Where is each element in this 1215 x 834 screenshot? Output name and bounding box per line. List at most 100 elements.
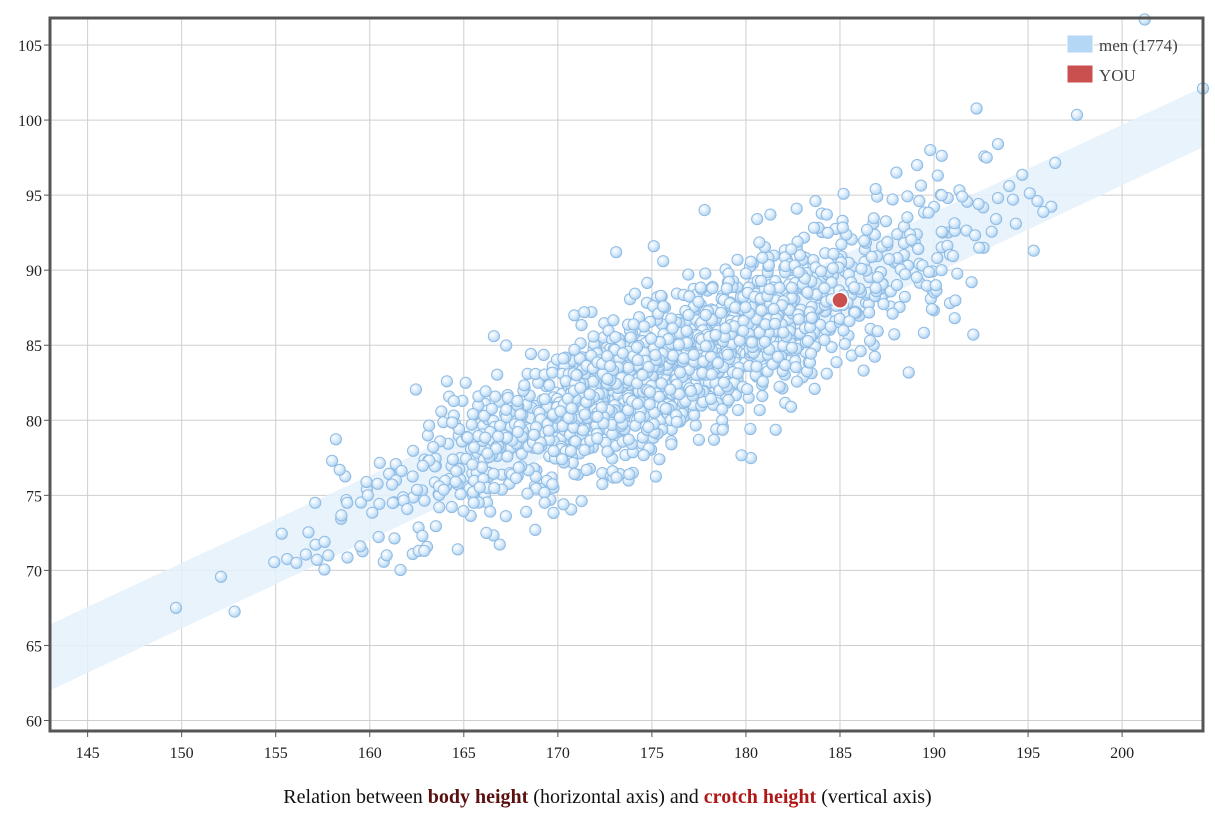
data-point-men[interactable]	[627, 318, 640, 331]
data-point-men[interactable]	[610, 471, 623, 484]
data-point-men[interactable]	[744, 255, 758, 268]
data-point-men[interactable]	[601, 445, 614, 458]
data-point-men[interactable]	[773, 281, 786, 294]
data-point-men[interactable]	[423, 419, 436, 432]
data-point-men[interactable]	[636, 368, 649, 382]
data-point-men[interactable]	[275, 527, 288, 540]
data-point-men[interactable]	[910, 271, 923, 284]
data-point-men[interactable]	[694, 281, 707, 294]
data-point-men[interactable]	[445, 500, 458, 514]
data-point-men[interactable]	[524, 347, 538, 361]
data-point-men[interactable]	[855, 262, 868, 275]
data-point-men[interactable]	[433, 501, 446, 514]
data-point-men[interactable]	[877, 298, 890, 311]
data-point-men[interactable]	[949, 294, 962, 307]
data-point-men[interactable]	[680, 324, 693, 338]
data-point-men[interactable]	[804, 347, 818, 360]
data-point-men[interactable]	[509, 472, 523, 485]
data-point-men[interactable]	[388, 532, 401, 545]
data-point-men[interactable]	[912, 242, 925, 256]
data-point-men[interactable]	[454, 488, 467, 501]
data-point-men[interactable]	[1006, 193, 1020, 206]
data-point-men[interactable]	[500, 403, 513, 416]
data-point-men[interactable]	[716, 403, 729, 416]
data-point-men[interactable]	[722, 394, 735, 407]
data-point-men[interactable]	[731, 253, 744, 266]
data-point-men[interactable]	[808, 382, 821, 395]
data-point-men[interactable]	[711, 357, 725, 370]
data-point-men[interactable]	[790, 202, 803, 215]
data-point-men[interactable]	[931, 252, 944, 265]
data-point-men[interactable]	[302, 526, 315, 539]
data-point-men[interactable]	[922, 265, 936, 279]
data-point-men[interactable]	[785, 243, 798, 256]
data-point-men[interactable]	[373, 497, 386, 510]
data-point-men[interactable]	[654, 289, 668, 302]
data-point-men[interactable]	[500, 339, 513, 352]
data-point-men[interactable]	[481, 447, 494, 460]
data-point-men[interactable]	[682, 308, 695, 322]
data-point-men[interactable]	[532, 442, 545, 455]
data-point-men[interactable]	[380, 549, 393, 562]
data-point-men[interactable]	[753, 236, 766, 249]
data-point-men[interactable]	[838, 337, 852, 351]
data-point-men[interactable]	[538, 393, 551, 406]
data-point-men[interactable]	[890, 278, 904, 292]
data-point-men[interactable]	[837, 324, 850, 337]
data-point-men[interactable]	[985, 225, 998, 238]
data-point-men[interactable]	[948, 217, 961, 230]
data-point-men[interactable]	[672, 338, 686, 351]
data-point-men[interactable]	[807, 221, 821, 234]
data-point-men[interactable]	[891, 228, 904, 241]
data-point-men[interactable]	[449, 475, 462, 488]
data-point-men[interactable]	[473, 481, 486, 494]
data-point-men[interactable]	[484, 505, 497, 518]
data-point-men[interactable]	[801, 335, 815, 348]
data-point-men[interactable]	[371, 477, 384, 490]
data-point-men[interactable]	[956, 190, 969, 203]
data-point-men[interactable]	[698, 204, 711, 217]
data-point-men[interactable]	[616, 347, 630, 360]
data-point-men[interactable]	[735, 449, 748, 462]
data-point-men[interactable]	[731, 367, 744, 380]
data-point-men[interactable]	[450, 465, 463, 478]
data-point-men[interactable]	[641, 276, 654, 289]
data-point-men[interactable]	[917, 326, 931, 339]
data-point-men[interactable]	[268, 556, 281, 569]
data-point-men[interactable]	[489, 390, 502, 403]
data-point-men[interactable]	[643, 386, 657, 399]
data-point-men[interactable]	[777, 326, 790, 339]
data-point-men[interactable]	[809, 195, 822, 208]
data-point-men[interactable]	[518, 379, 531, 392]
data-point-men[interactable]	[578, 444, 591, 457]
data-point-men[interactable]	[587, 330, 600, 343]
data-point-men[interactable]	[901, 211, 914, 224]
data-point-men[interactable]	[468, 441, 481, 454]
data-point-men[interactable]	[488, 482, 501, 495]
data-point-men[interactable]	[623, 468, 636, 481]
data-point-men[interactable]	[583, 388, 596, 401]
data-point-men[interactable]	[341, 496, 354, 509]
data-point-men[interactable]	[446, 453, 459, 466]
data-point-men[interactable]	[739, 301, 752, 314]
data-point-men[interactable]	[980, 151, 993, 164]
data-point-men[interactable]	[638, 320, 651, 333]
data-point-men[interactable]	[721, 348, 734, 361]
data-point-men[interactable]	[169, 601, 183, 615]
data-point-men[interactable]	[1016, 168, 1029, 181]
data-point-men[interactable]	[888, 328, 901, 341]
data-point-men[interactable]	[427, 441, 440, 454]
data-point-men[interactable]	[361, 489, 374, 502]
data-point-men[interactable]	[465, 418, 478, 431]
data-point-men[interactable]	[922, 206, 935, 219]
data-point-men[interactable]	[755, 274, 768, 288]
data-point-men[interactable]	[935, 149, 948, 162]
data-point-men[interactable]	[682, 268, 695, 281]
data-point-men[interactable]	[886, 307, 899, 320]
data-point-men[interactable]	[326, 454, 339, 467]
data-point-men[interactable]	[642, 421, 655, 434]
data-point-men[interactable]	[565, 402, 578, 415]
data-point-men[interactable]	[622, 433, 635, 446]
data-point-men[interactable]	[836, 221, 849, 234]
data-point-men[interactable]	[386, 496, 399, 510]
